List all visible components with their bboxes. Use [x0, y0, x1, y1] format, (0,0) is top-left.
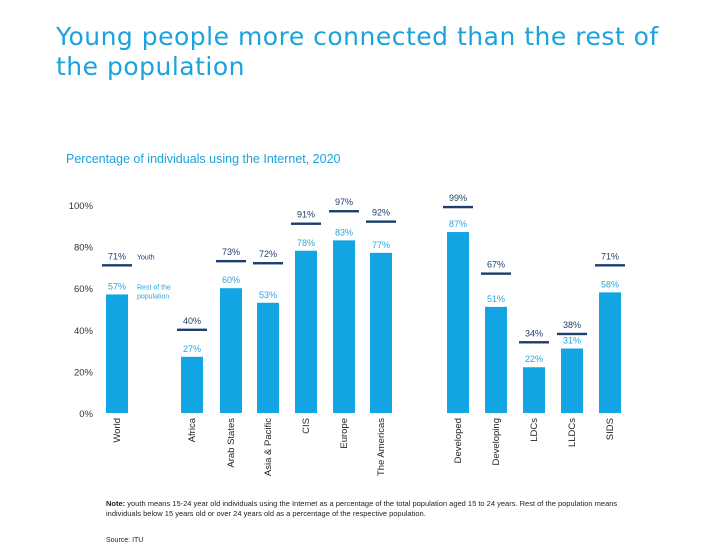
bar-rest-of-population — [523, 367, 545, 413]
marker-youth — [443, 205, 473, 209]
y-tick-label: 80% — [74, 243, 94, 254]
x-tick-label: CIS — [301, 418, 312, 434]
x-tick-label: Arab States — [226, 418, 237, 468]
data-label-rest: 60% — [222, 275, 240, 285]
y-tick-label: 0% — [79, 409, 93, 420]
legend-label-rest-line2: population — [137, 293, 169, 300]
bar-chart: 0% 20% 40% 60% 80% 100% 57% 71% World 27% 40% Afric… — [69, 193, 625, 476]
legend-label-youth: Youth — [137, 254, 155, 261]
data-label-rest: 58% — [601, 279, 619, 289]
legend-label-rest-line1: Rest of the — [137, 284, 171, 291]
footnote-text: youth means 15-24 year old individuals u… — [106, 499, 618, 518]
bar-rest-of-population — [106, 294, 128, 413]
x-tick-label: World — [112, 418, 123, 443]
data-label-youth: 73% — [222, 247, 240, 257]
x-tick-label: Developing — [491, 418, 502, 466]
marker-youth — [519, 341, 549, 344]
bar-rest-of-population — [447, 232, 469, 413]
data-label-youth: 71% — [108, 251, 126, 261]
bar-rest-of-population — [485, 306, 507, 413]
bar-rest-of-population — [257, 302, 279, 413]
data-label-rest: 83% — [335, 227, 353, 237]
data-label-rest: 27% — [183, 344, 201, 354]
data-label-youth: 40% — [183, 316, 201, 326]
source-note: Source: ITU — [106, 537, 144, 544]
data-label-rest: 77% — [372, 240, 390, 250]
footnote: Note: youth means 15-24 year old individ… — [106, 499, 626, 519]
data-label-rest: 22% — [525, 354, 543, 364]
page-title: Young people more connected than the res… — [56, 22, 659, 81]
bar-rest-of-population — [599, 292, 621, 413]
x-tick-label: Developed — [453, 418, 464, 463]
data-label-youth: 72% — [259, 249, 277, 259]
bar-rest-of-population — [333, 240, 355, 413]
bar-rest-of-population — [295, 250, 317, 413]
marker-youth — [481, 272, 511, 275]
y-tick-label: 100% — [69, 201, 94, 212]
y-tick-label: 60% — [74, 284, 94, 295]
bar-rest-of-population — [370, 252, 392, 413]
x-tick-label: LDCs — [529, 418, 540, 442]
marker-youth — [253, 262, 283, 265]
data-label-youth: 92% — [372, 208, 390, 218]
x-tick-label: Africa — [187, 417, 198, 442]
marker-youth — [329, 210, 359, 213]
data-label-rest: 57% — [108, 281, 126, 291]
data-label-rest: 51% — [487, 294, 505, 304]
marker-youth — [557, 332, 587, 336]
data-label-youth: 38% — [563, 320, 581, 330]
data-label-youth: 99% — [449, 193, 467, 203]
data-label-rest: 31% — [563, 336, 581, 346]
data-label-youth: 97% — [335, 197, 353, 207]
x-tick-label: Europe — [339, 418, 350, 449]
bar-rest-of-population — [181, 356, 203, 413]
bar-rest-of-population — [561, 348, 583, 413]
x-tick-label: The Americas — [376, 418, 387, 476]
y-tick-label: 40% — [74, 326, 94, 337]
data-label-youth: 34% — [525, 328, 543, 338]
x-tick-label: SIDS — [605, 418, 616, 440]
chart-title: Percentage of individuals using the Inte… — [66, 152, 341, 166]
x-tick-label: Asia & Pacific — [263, 418, 274, 476]
footnote-label: Note: — [106, 499, 126, 508]
data-label-youth: 71% — [601, 251, 619, 261]
marker-youth — [216, 259, 246, 263]
bar-rest-of-population — [220, 288, 242, 413]
marker-youth — [595, 264, 625, 267]
y-tick-label: 20% — [74, 367, 94, 378]
marker-youth — [177, 328, 207, 331]
data-label-youth: 67% — [487, 260, 505, 270]
marker-youth — [366, 220, 396, 223]
marker-youth — [291, 222, 321, 225]
data-label-rest: 53% — [259, 290, 277, 300]
data-label-youth: 91% — [297, 210, 315, 220]
marker-youth — [102, 264, 132, 267]
data-label-rest: 78% — [297, 238, 315, 248]
x-tick-label: LLDCs — [567, 418, 578, 447]
data-label-rest: 87% — [449, 219, 467, 229]
